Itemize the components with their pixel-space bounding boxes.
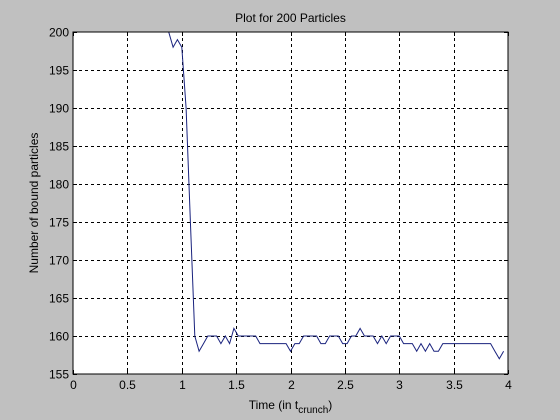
series-line xyxy=(73,31,505,360)
y-tick-label: 180 xyxy=(49,178,69,192)
x-tick-label: 3 xyxy=(396,378,403,392)
y-tick-label: 185 xyxy=(49,140,69,154)
y-tick-label: 175 xyxy=(49,216,69,230)
y-tick-label: 165 xyxy=(49,292,69,306)
chart-title: Plot for 200 Particles xyxy=(235,11,346,25)
x-tick-label: 1.5 xyxy=(228,378,245,392)
y-tick-label: 190 xyxy=(49,102,69,116)
x-tick-label: 3.5 xyxy=(446,378,463,392)
x-axis-label: Time (in tcrunch) xyxy=(249,398,333,416)
axis-ticks: 0 0.5 1 1.5 2 2.5 3 3.5 4 155 160 165 170 175 180 185 19… xyxy=(49,26,512,393)
y-tick-label: 200 xyxy=(49,26,69,40)
axes-frame xyxy=(72,31,509,375)
x-tick-label: 2 xyxy=(288,378,295,392)
y-tick-label: 170 xyxy=(49,254,69,268)
x-tick-label: 0.5 xyxy=(119,378,136,392)
y-axis-label: Number of bound particles xyxy=(27,133,41,274)
grid-lines xyxy=(73,32,508,374)
y-tick-label: 160 xyxy=(49,330,69,344)
x-tick-label: 1 xyxy=(179,378,186,392)
x-tick-label: 0 xyxy=(70,378,77,392)
x-tick-label: 4 xyxy=(505,378,512,392)
y-tick-label: 195 xyxy=(49,64,69,78)
axes-area xyxy=(72,31,509,375)
x-tick-label: 2.5 xyxy=(337,378,354,392)
y-tick-label: 155 xyxy=(49,368,69,382)
